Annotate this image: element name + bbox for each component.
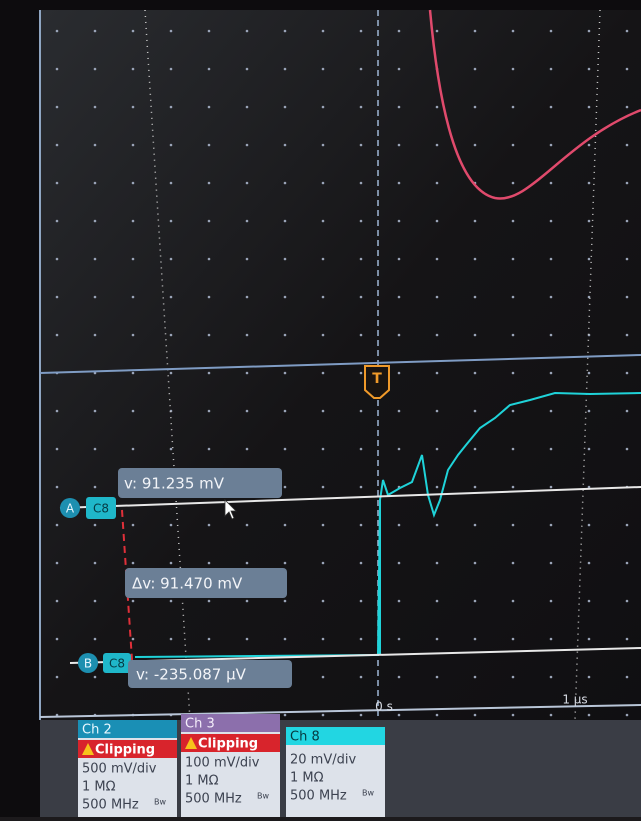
cursor-a-channel: C8 bbox=[93, 502, 109, 516]
cursor-a-label: A bbox=[66, 502, 75, 516]
cursor-a-readout: v: 91.235 mV bbox=[124, 475, 225, 493]
channel-name: Ch 8 bbox=[290, 730, 320, 745]
channel-status: Clipping bbox=[95, 743, 155, 758]
bandwidth-flag: Bw bbox=[257, 792, 269, 801]
bandwidth-flag: Bw bbox=[154, 798, 166, 807]
channel-badges: Ch 2 Clipping 500 mV/div 1 MΩ 500 MHz Bw Ch 3 C… bbox=[78, 714, 385, 817]
channel-impedance: 1 MΩ bbox=[82, 780, 116, 795]
time-label: 0 s bbox=[375, 700, 393, 714]
cursor-b-label: B bbox=[84, 657, 92, 671]
channel-name: Ch 3 bbox=[185, 717, 215, 732]
channel-bandwidth: 500 MHz bbox=[185, 792, 242, 807]
channel-name: Ch 2 bbox=[82, 723, 112, 738]
delta-readout: Δv: 91.470 mV bbox=[132, 575, 243, 593]
channel-scale: 100 mV/div bbox=[185, 756, 260, 771]
page: A C8 B C8 v: 91.235 mV Δv: 91.470 mV v: … bbox=[0, 0, 641, 817]
channel-impedance: 1 MΩ bbox=[185, 774, 219, 789]
channel-scale: 20 mV/div bbox=[290, 753, 356, 768]
channel-status: Clipping bbox=[198, 737, 258, 752]
bandwidth-flag: Bw bbox=[362, 789, 374, 798]
channel-impedance: 1 MΩ bbox=[290, 771, 324, 786]
trigger-label: T bbox=[372, 371, 382, 387]
cursor-b-readout: v: -235.087 µV bbox=[136, 666, 247, 684]
channel-bandwidth: 500 MHz bbox=[82, 798, 139, 813]
time-label: 1 µs bbox=[562, 693, 587, 707]
channel-scale: 500 mV/div bbox=[82, 762, 157, 777]
channel-bandwidth: 500 MHz bbox=[290, 789, 347, 804]
oscilloscope-screen: A C8 B C8 v: 91.235 mV Δv: 91.470 mV v: … bbox=[0, 0, 641, 817]
cursor-b-channel: C8 bbox=[109, 657, 125, 671]
